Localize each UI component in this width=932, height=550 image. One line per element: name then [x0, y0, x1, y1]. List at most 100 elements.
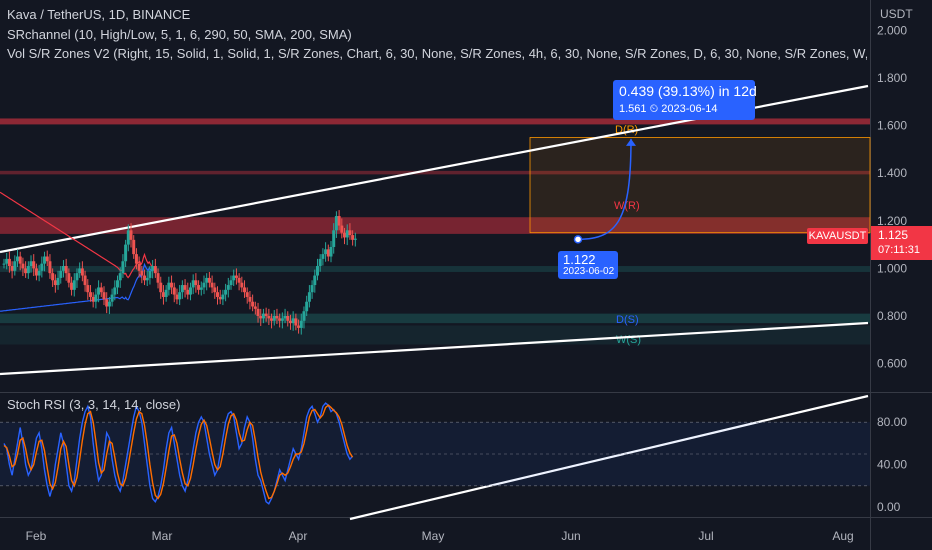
price-pane[interactable] — [0, 0, 870, 392]
target-zone — [529, 137, 871, 234]
candle-body — [272, 316, 276, 321]
candle-body — [297, 325, 301, 328]
sr-zone — [0, 170, 870, 175]
zone-label-ds: D(S) — [616, 314, 639, 326]
candle-body — [159, 282, 163, 293]
candle-body — [172, 287, 176, 295]
measure-start-dot — [573, 235, 583, 244]
candle-body — [310, 285, 314, 293]
candle-body — [67, 273, 71, 283]
candle-body — [113, 287, 117, 295]
candle-body — [110, 294, 114, 302]
price-tick-label: 0.600 — [877, 357, 907, 371]
candle-body — [251, 301, 255, 307]
measure-line1: 0.439 (39.13%) in 12d — [619, 83, 757, 99]
measure-box[interactable]: 0.439 (39.13%) in 12d 1.561 ⏲ 2023-06-14 — [613, 80, 757, 120]
ma-50-line — [0, 262, 154, 312]
start-point-box[interactable]: 1.122 2023-06-02 — [558, 251, 618, 279]
candle-body — [329, 246, 333, 257]
measure-curve — [577, 138, 632, 241]
candle-body — [32, 261, 36, 269]
sr-zone — [0, 217, 870, 234]
time-tick-label: Aug — [832, 529, 853, 543]
time-tick-label: Jul — [698, 529, 713, 543]
candle-body — [56, 277, 60, 286]
price-tick-label: 1.400 — [877, 166, 907, 180]
candle-body — [221, 294, 225, 300]
candle-body — [194, 280, 198, 286]
candle-body — [315, 266, 319, 276]
sr-zone — [0, 118, 870, 125]
candle-body — [105, 299, 109, 307]
candle-body — [199, 287, 203, 290]
candle-body — [75, 273, 79, 281]
candle-body — [253, 306, 257, 309]
candle-body — [188, 287, 192, 295]
measure-tool[interactable] — [573, 138, 637, 244]
candle-body — [326, 249, 330, 257]
candle-body — [275, 316, 279, 319]
candle-body — [156, 273, 160, 283]
price-badge[interactable]: 1.125 07:11:31 — [871, 226, 932, 260]
candle-body — [178, 292, 182, 300]
stoch-rsi — [0, 402, 870, 505]
currency-label: USDT — [880, 7, 913, 21]
candle-body — [229, 280, 233, 286]
candle-body — [145, 277, 149, 281]
candle-body — [164, 289, 168, 297]
candle-body — [345, 230, 349, 238]
stoch-rsi-label[interactable]: Stoch RSI (3, 3, 14, 14, close) — [7, 397, 181, 412]
indicator-srchannel-label[interactable]: SRchannel (10, High/Low, 5, 1, 6, 290, 5… — [7, 27, 352, 42]
candle-body — [116, 280, 120, 288]
candle-body — [126, 230, 130, 245]
candle-body — [102, 292, 106, 300]
candle-body — [64, 266, 68, 274]
candle-body — [286, 316, 290, 321]
price-tick-label: 1.600 — [877, 119, 907, 133]
candle-body — [234, 275, 238, 278]
candle-body — [334, 216, 338, 231]
stoch-d-line — [3, 404, 354, 500]
candle-body — [215, 292, 219, 297]
candle-body — [88, 292, 92, 297]
candle-body — [21, 263, 25, 269]
candle-body — [191, 280, 195, 288]
measure-line2: 1.561 ⏲ 2023-06-14 — [619, 103, 718, 115]
candle-body — [91, 296, 95, 302]
candle-body — [218, 296, 222, 300]
price-tick-label: 1.800 — [877, 71, 907, 85]
candle-body — [148, 270, 152, 278]
candle-body — [107, 301, 111, 307]
candle-body — [332, 230, 336, 247]
candle-body — [307, 292, 311, 302]
candle-body — [97, 287, 101, 295]
axes: 2.000 1.800 1.600 1.400 1.200 1.000 0.800 0.600… — [26, 23, 908, 543]
candle-body — [34, 268, 38, 276]
symbol-badge[interactable]: KAVAUSDT — [807, 228, 868, 244]
candle-body — [353, 238, 357, 240]
candle-body — [213, 287, 217, 293]
candle-body — [175, 294, 179, 300]
price-tick-label: 1.000 — [877, 261, 907, 275]
candle-body — [61, 266, 65, 271]
candle-body — [18, 256, 22, 264]
rsi-pane[interactable] — [0, 392, 870, 517]
candle-body — [205, 277, 209, 283]
sr-zones: D(R)W(R)D(S)W(S) — [0, 118, 871, 346]
current-price: 1.125 — [878, 228, 909, 242]
candle-body — [7, 258, 11, 267]
candle-body — [232, 275, 236, 281]
candle-body — [134, 254, 138, 264]
candle-body — [321, 254, 325, 259]
rsi-trendline — [349, 394, 869, 521]
candle-body — [288, 320, 292, 324]
candle-body — [37, 270, 41, 276]
candlesticks — [2, 210, 357, 335]
candle-body — [94, 294, 98, 302]
candle-body — [256, 308, 260, 316]
candle-body — [324, 249, 328, 255]
indicator-volsr-label[interactable]: Vol S/R Zones V2 (Right, 15, Solid, 1, S… — [7, 46, 867, 61]
candle-body — [26, 266, 30, 274]
